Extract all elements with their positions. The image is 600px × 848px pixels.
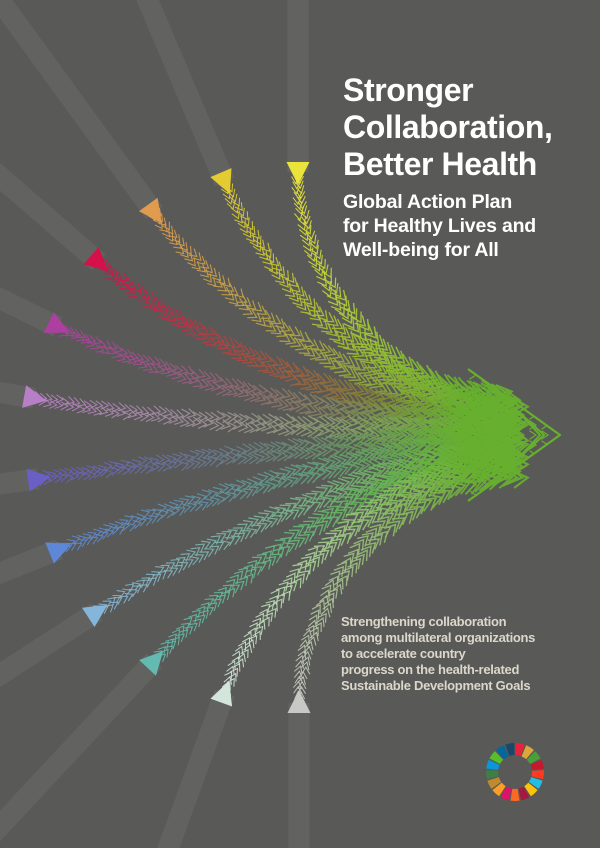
sdg-wheel-icon: [486, 743, 544, 801]
tagline-line: among multilateral organizations: [341, 630, 536, 645]
tagline: Strengthening collaboration among multil…: [341, 614, 535, 694]
tagline-line: Strengthening collaboration: [341, 614, 507, 629]
tagline-line: to accelerate country: [341, 646, 466, 661]
page-subtitle: Global Action Plan for Healthy Lives and…: [343, 190, 536, 262]
page-title: Stronger Collaboration, Better Health: [343, 72, 553, 183]
tagline-line: Sustainable Development Goals: [341, 678, 531, 693]
title-line: Better Health: [343, 146, 537, 182]
subtitle-line: for Healthy Lives and: [343, 215, 537, 237]
title-line: Collaboration,: [343, 109, 553, 145]
tagline-line: progress on the health-related: [341, 662, 520, 677]
subtitle-line: Global Action Plan: [343, 191, 513, 213]
title-block: Stronger Collaboration, Better Health: [343, 72, 553, 183]
title-line: Stronger: [343, 72, 474, 108]
subtitle-line: Well-being for All: [343, 239, 499, 261]
